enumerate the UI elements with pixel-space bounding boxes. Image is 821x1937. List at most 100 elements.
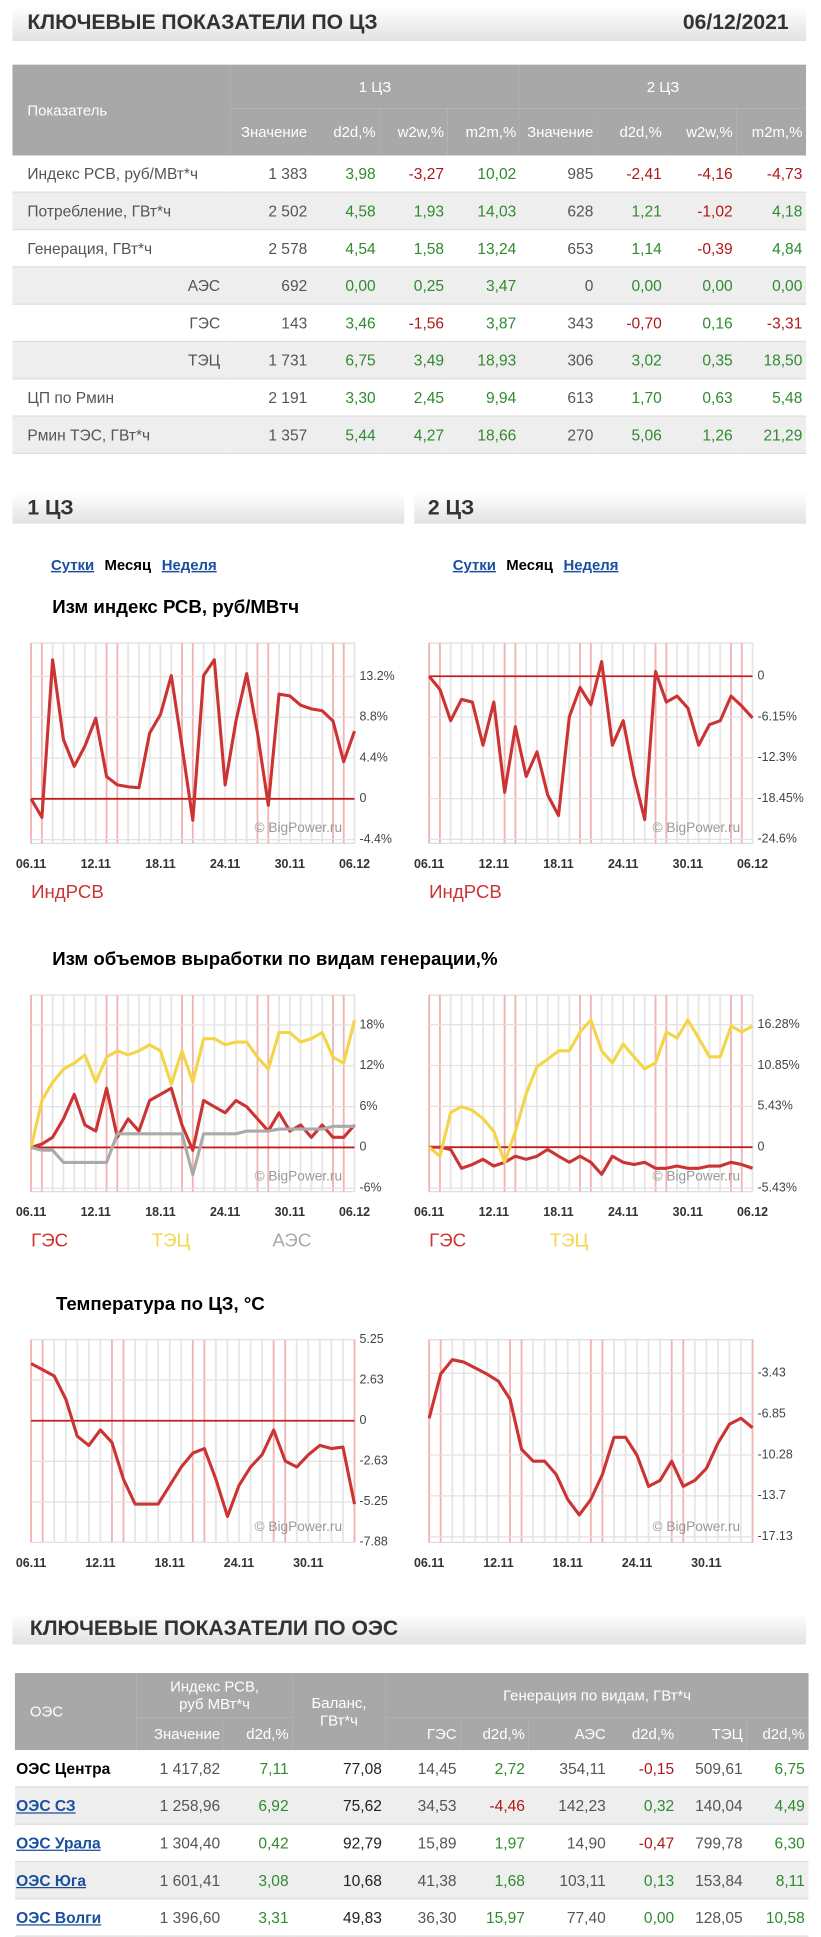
x-tick-label: 06.11 bbox=[414, 1205, 444, 1219]
cell: 10,58 bbox=[746, 1898, 809, 1937]
header-cell: ОЭС bbox=[14, 1673, 137, 1751]
row-label: Индекс РСВ, руб/МВт*ч bbox=[12, 155, 231, 193]
cell: 0,63 bbox=[665, 378, 737, 417]
x-tick-label: 24.11 bbox=[608, 1205, 638, 1219]
header-row: Показатель 1 ЦЗ 2 ЦЗ bbox=[12, 64, 807, 156]
table-row: Потребление, ГВт*ч 2 502 4,58 1,93 14,03 628 1… bbox=[12, 192, 807, 231]
x-tick-label: 06.12 bbox=[339, 857, 370, 871]
series-line bbox=[429, 1145, 754, 1176]
x-tick-label: 12.11 bbox=[85, 1556, 115, 1570]
legend-entry: ГЭС bbox=[31, 1229, 68, 1250]
cell: 1 304,40 bbox=[136, 1824, 224, 1863]
legend-entry: АЭС bbox=[272, 1229, 311, 1250]
y-tick-label: 2.63 bbox=[359, 1372, 383, 1386]
cell: 15,89 bbox=[385, 1824, 461, 1863]
cell: 14,45 bbox=[385, 1750, 461, 1788]
cell: 5,48 bbox=[736, 378, 807, 417]
cell: 653 bbox=[519, 229, 598, 268]
cell: 14,03 bbox=[447, 192, 520, 231]
cell: 49,83 bbox=[292, 1898, 386, 1937]
cell: 18,66 bbox=[447, 416, 520, 455]
cell: 15,97 bbox=[460, 1898, 529, 1937]
cell: 4,54 bbox=[310, 229, 380, 268]
tab[interactable]: Неделя bbox=[162, 557, 217, 574]
cell: 1 357 bbox=[230, 416, 311, 455]
cell: 7,11 bbox=[223, 1750, 293, 1788]
cell: 1,70 bbox=[597, 378, 666, 417]
column-header: d2d,% bbox=[460, 1717, 529, 1751]
chart-title: Изм индекс РСВ, руб/МВтч bbox=[52, 596, 299, 617]
cell: 0,42 bbox=[223, 1824, 293, 1863]
tab[interactable]: Сутки bbox=[51, 557, 94, 574]
header-row: Значение d2d,% ГЭС d2d,% АЭС d2d,% ТЭЦ d2d,% bbox=[15, 1717, 809, 1751]
y-tick-label: 5.25 bbox=[359, 1332, 383, 1346]
section-bar bbox=[414, 492, 807, 524]
x-tick-label: 18.11 bbox=[543, 1205, 573, 1219]
cell: 4,27 bbox=[379, 416, 448, 455]
cell: 4,84 bbox=[736, 229, 807, 268]
row-link[interactable]: ОЭС СЗ bbox=[16, 1796, 76, 1815]
header-cell: Баланс, ГВт*ч bbox=[292, 1673, 386, 1751]
cell: 3,98 bbox=[310, 155, 380, 193]
column-header: d2d,% bbox=[746, 1717, 809, 1751]
column-header: ГЭС bbox=[385, 1717, 461, 1751]
x-tick-label: 18.11 bbox=[145, 1205, 175, 1219]
table-row: ОЭС СЗ 1 258,96 6,92 75,62 34,53 -4,46 142,23 0… bbox=[14, 1786, 809, 1825]
row-label-cell: ОЭС Урала bbox=[14, 1824, 137, 1863]
column-header: d2d,% bbox=[310, 108, 380, 156]
header-cell: Индекс РСВ, руб МВт*ч bbox=[136, 1673, 293, 1718]
cell: 5,06 bbox=[597, 416, 666, 455]
cell: -1,02 bbox=[665, 192, 737, 231]
cell: 0,00 bbox=[736, 266, 807, 305]
y-tick-label: 0 bbox=[359, 1413, 366, 1427]
cell: 142,23 bbox=[528, 1786, 610, 1825]
chart-title: Изм объемов выработки по видам генерации… bbox=[52, 948, 498, 969]
tab[interactable]: Сутки bbox=[453, 557, 496, 574]
x-tick-label: 12.11 bbox=[479, 1205, 509, 1219]
cell: 1 731 bbox=[230, 341, 311, 380]
cell: -4,73 bbox=[736, 155, 807, 193]
cell: 985 bbox=[519, 155, 598, 193]
cell: 140,04 bbox=[677, 1786, 747, 1825]
table-row: Индекс РСВ, руб/МВт*ч 1 383 3,98 -3,27 10,02… bbox=[12, 155, 807, 193]
x-tick-label: 18.11 bbox=[553, 1556, 583, 1570]
row-link[interactable]: ОЭС Урала bbox=[16, 1834, 101, 1852]
y-tick-label: -5.43% bbox=[758, 1180, 797, 1194]
watermark: © BigPower.ru bbox=[254, 1519, 342, 1534]
cell: 4,58 bbox=[310, 192, 380, 231]
cell: 2 502 bbox=[230, 192, 311, 231]
series-line bbox=[30, 1086, 356, 1152]
cell: -3,27 bbox=[379, 155, 448, 193]
header-row: ОЭС Индекс РСВ, руб МВт*ч Баланс, ГВт*ч Ген… bbox=[14, 1673, 809, 1751]
row-label-cell: ОЭС Юга bbox=[14, 1861, 137, 1900]
column-header: m2m,% bbox=[447, 108, 520, 156]
indicator-table: Показатель 1 ЦЗ 2 ЦЗ Значение d2d,% w2w,% m2m,… bbox=[12, 64, 807, 455]
y-tick-label: 4.4% bbox=[359, 750, 387, 764]
cell: 13,24 bbox=[447, 229, 520, 268]
row-link[interactable]: ОЭС Волги bbox=[16, 1908, 102, 1927]
tab-active: Месяц bbox=[104, 557, 151, 574]
row-link[interactable]: ОЭС Юга bbox=[16, 1871, 87, 1889]
cell: 0,35 bbox=[665, 341, 737, 380]
cell: -0,47 bbox=[609, 1824, 678, 1863]
cell: 1,93 bbox=[379, 192, 448, 231]
table-row: ТЭЦ 1 731 6,75 3,49 18,93 306 3,02 0,35 18,50 bbox=[12, 341, 807, 380]
watermark: © BigPower.ru bbox=[653, 1519, 741, 1534]
column-header: АЭС bbox=[528, 1717, 610, 1751]
cell: 14,90 bbox=[528, 1824, 610, 1863]
x-tick-label: 24.11 bbox=[622, 1556, 652, 1570]
x-tick-label: 30.11 bbox=[673, 1205, 703, 1219]
cell: 3,47 bbox=[447, 266, 520, 305]
watermark: © BigPower.ru bbox=[653, 1168, 741, 1183]
tab[interactable]: Неделя bbox=[563, 557, 618, 574]
x-tick-label: 12.11 bbox=[479, 857, 509, 871]
cell: 6,92 bbox=[223, 1786, 293, 1825]
cell: 3,30 bbox=[310, 378, 380, 417]
row-label: Рмин ТЭС, ГВт*ч bbox=[12, 416, 231, 455]
cell: 270 bbox=[519, 416, 598, 455]
cell: 9,94 bbox=[447, 378, 520, 417]
column-header: ТЭЦ bbox=[677, 1717, 747, 1751]
cell: 3,46 bbox=[310, 304, 380, 343]
cell: 0,00 bbox=[310, 266, 380, 305]
